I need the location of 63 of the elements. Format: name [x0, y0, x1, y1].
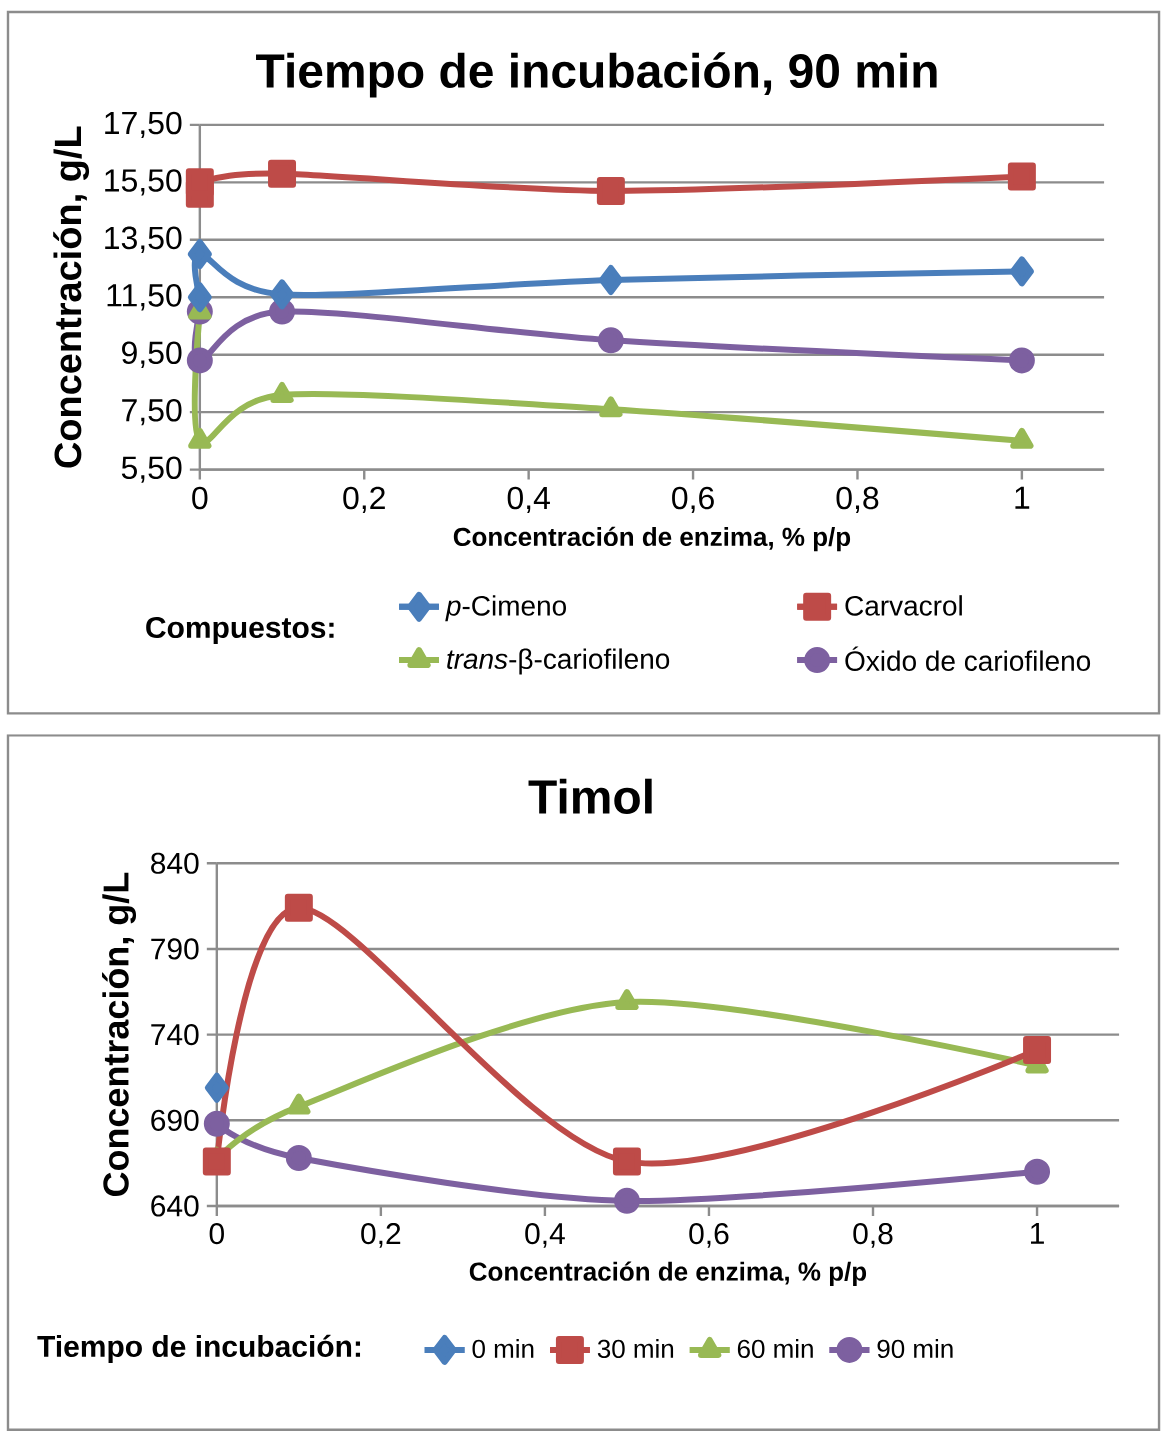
point: [204, 1072, 229, 1103]
legend-label: Carvacrol: [845, 595, 962, 616]
y-tick-label: 15,50: [105, 169, 182, 196]
x-tick-label: 0,6: [689, 1223, 729, 1248]
y-tick-label: 690: [151, 1109, 199, 1131]
y-tick-label: 7,50: [122, 398, 182, 426]
y-tick-label: 640: [151, 1195, 199, 1217]
point: [615, 989, 639, 1011]
x-tick-label: 1: [1015, 486, 1030, 509]
point: [284, 893, 313, 922]
point: [596, 176, 625, 205]
point: [203, 1110, 230, 1137]
x-tick-label: 0,6: [672, 486, 714, 514]
x-tick-label: 0,8: [836, 486, 879, 514]
point: [613, 1187, 640, 1214]
x-axis-title: Concentración de enzima, % p/p: [469, 1261, 867, 1286]
y-axis-title: Concentración, g/L: [102, 872, 137, 1197]
y-tick-label: 13,50: [105, 226, 182, 253]
y-tick-label: 9,50: [122, 341, 182, 368]
point: [598, 265, 623, 295]
x-tick-label: 0,4: [525, 1223, 565, 1248]
point: [1024, 1158, 1051, 1185]
chart-title: Tiempo de incubación, 90 min: [256, 52, 937, 98]
chart-title: Timol: [528, 778, 652, 814]
point: [612, 1147, 641, 1176]
point: [270, 279, 295, 310]
point: [599, 396, 623, 418]
legend-title: Compuestos:: [146, 616, 334, 645]
point: [1007, 162, 1036, 191]
point: [187, 282, 212, 313]
point: [597, 327, 624, 354]
point: [202, 1147, 231, 1176]
point: [268, 159, 297, 188]
x-tick-label: 0: [209, 1223, 224, 1245]
point: [1009, 256, 1034, 287]
y-tick-label: 11,50: [107, 284, 182, 311]
point: [186, 347, 213, 374]
legend-label: 0 min: [472, 1339, 534, 1359]
x-tick-label: 0,8: [853, 1223, 893, 1248]
x-tick-label: 0,4: [507, 486, 550, 514]
y-tick-label: 790: [151, 938, 199, 960]
x-tick-label: 0,2: [343, 486, 385, 514]
x-axis-title: Concentración de enzima, % p/p: [453, 526, 851, 552]
legend-title: Tiempo de incubación:: [37, 1334, 361, 1363]
point: [1008, 347, 1035, 374]
point: [1023, 1036, 1052, 1065]
legend-label: 60 min: [737, 1339, 813, 1359]
y-tick-label: 740: [151, 1024, 199, 1046]
legend-label: trans-β-cariofileno: [447, 648, 670, 675]
y-tick-label: 17,50: [105, 111, 182, 139]
legend-label: p-Cimeno: [445, 595, 566, 622]
legend-label: Óxido de cariofileno: [845, 646, 1091, 671]
x-tick-label: 0: [192, 486, 208, 510]
y-tick-label: 840: [151, 852, 199, 874]
legend-label: 90 min: [877, 1339, 953, 1359]
y-axis-title: Concentración, g/L: [53, 126, 90, 468]
x-tick-label: 0,2: [361, 1223, 401, 1248]
y-tick-label: 5,50: [121, 456, 182, 483]
x-tick-label: 1: [1031, 1223, 1044, 1244]
point: [285, 1145, 312, 1171]
point: [185, 168, 214, 197]
point: [187, 239, 212, 270]
legend-label: 30 min: [597, 1339, 674, 1359]
